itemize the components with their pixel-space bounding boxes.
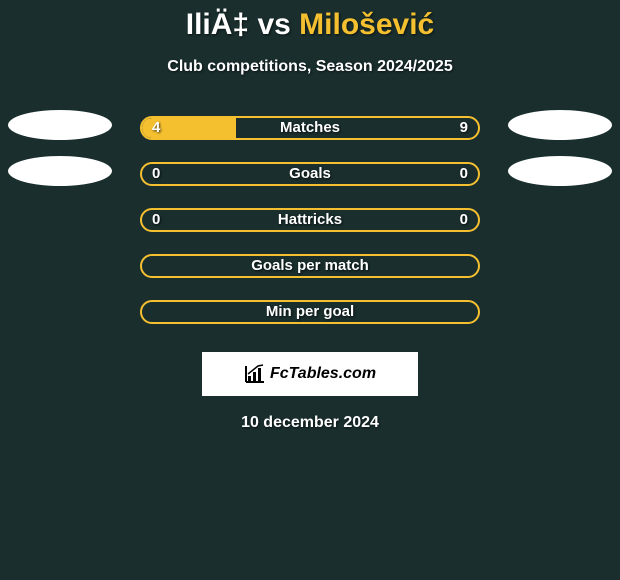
stat-row: 0 Hattricks 0 [0,208,620,234]
comparison-card: IliÄ‡ vs Milošević Club competitions, Se… [0,0,620,580]
stat-value-right: 0 [460,208,468,232]
player-left-name: IliÄ‡ [186,8,249,41]
stat-label: Matches [140,116,480,140]
player-right-name: Milošević [299,8,434,41]
stat-value-right: 0 [460,162,468,186]
stat-row: Min per goal [0,300,620,326]
logo-text: FcTables.com [270,365,376,383]
stat-row: 4 Matches 9 [0,116,620,142]
date-label: 10 december 2024 [0,414,620,432]
avatar-right [508,110,612,140]
stat-label: Hattricks [140,208,480,232]
avatar-left [8,110,112,140]
chart-icon [244,364,266,384]
stats-section: 4 Matches 9 0 Goals 0 0 Hattricks 0 Goal… [0,116,620,326]
stat-row: 0 Goals 0 [0,162,620,188]
stat-label: Goals per match [140,254,480,278]
avatar-left [8,156,112,186]
stat-row: Goals per match [0,254,620,280]
stat-label: Goals [140,162,480,186]
avatar-right [508,156,612,186]
logo-box[interactable]: FcTables.com [202,352,418,396]
vs-label: vs [257,8,290,41]
page-title: IliÄ‡ vs Milošević [0,0,620,42]
stat-label: Min per goal [140,300,480,324]
subtitle: Club competitions, Season 2024/2025 [0,58,620,76]
stat-value-right: 9 [460,116,468,140]
